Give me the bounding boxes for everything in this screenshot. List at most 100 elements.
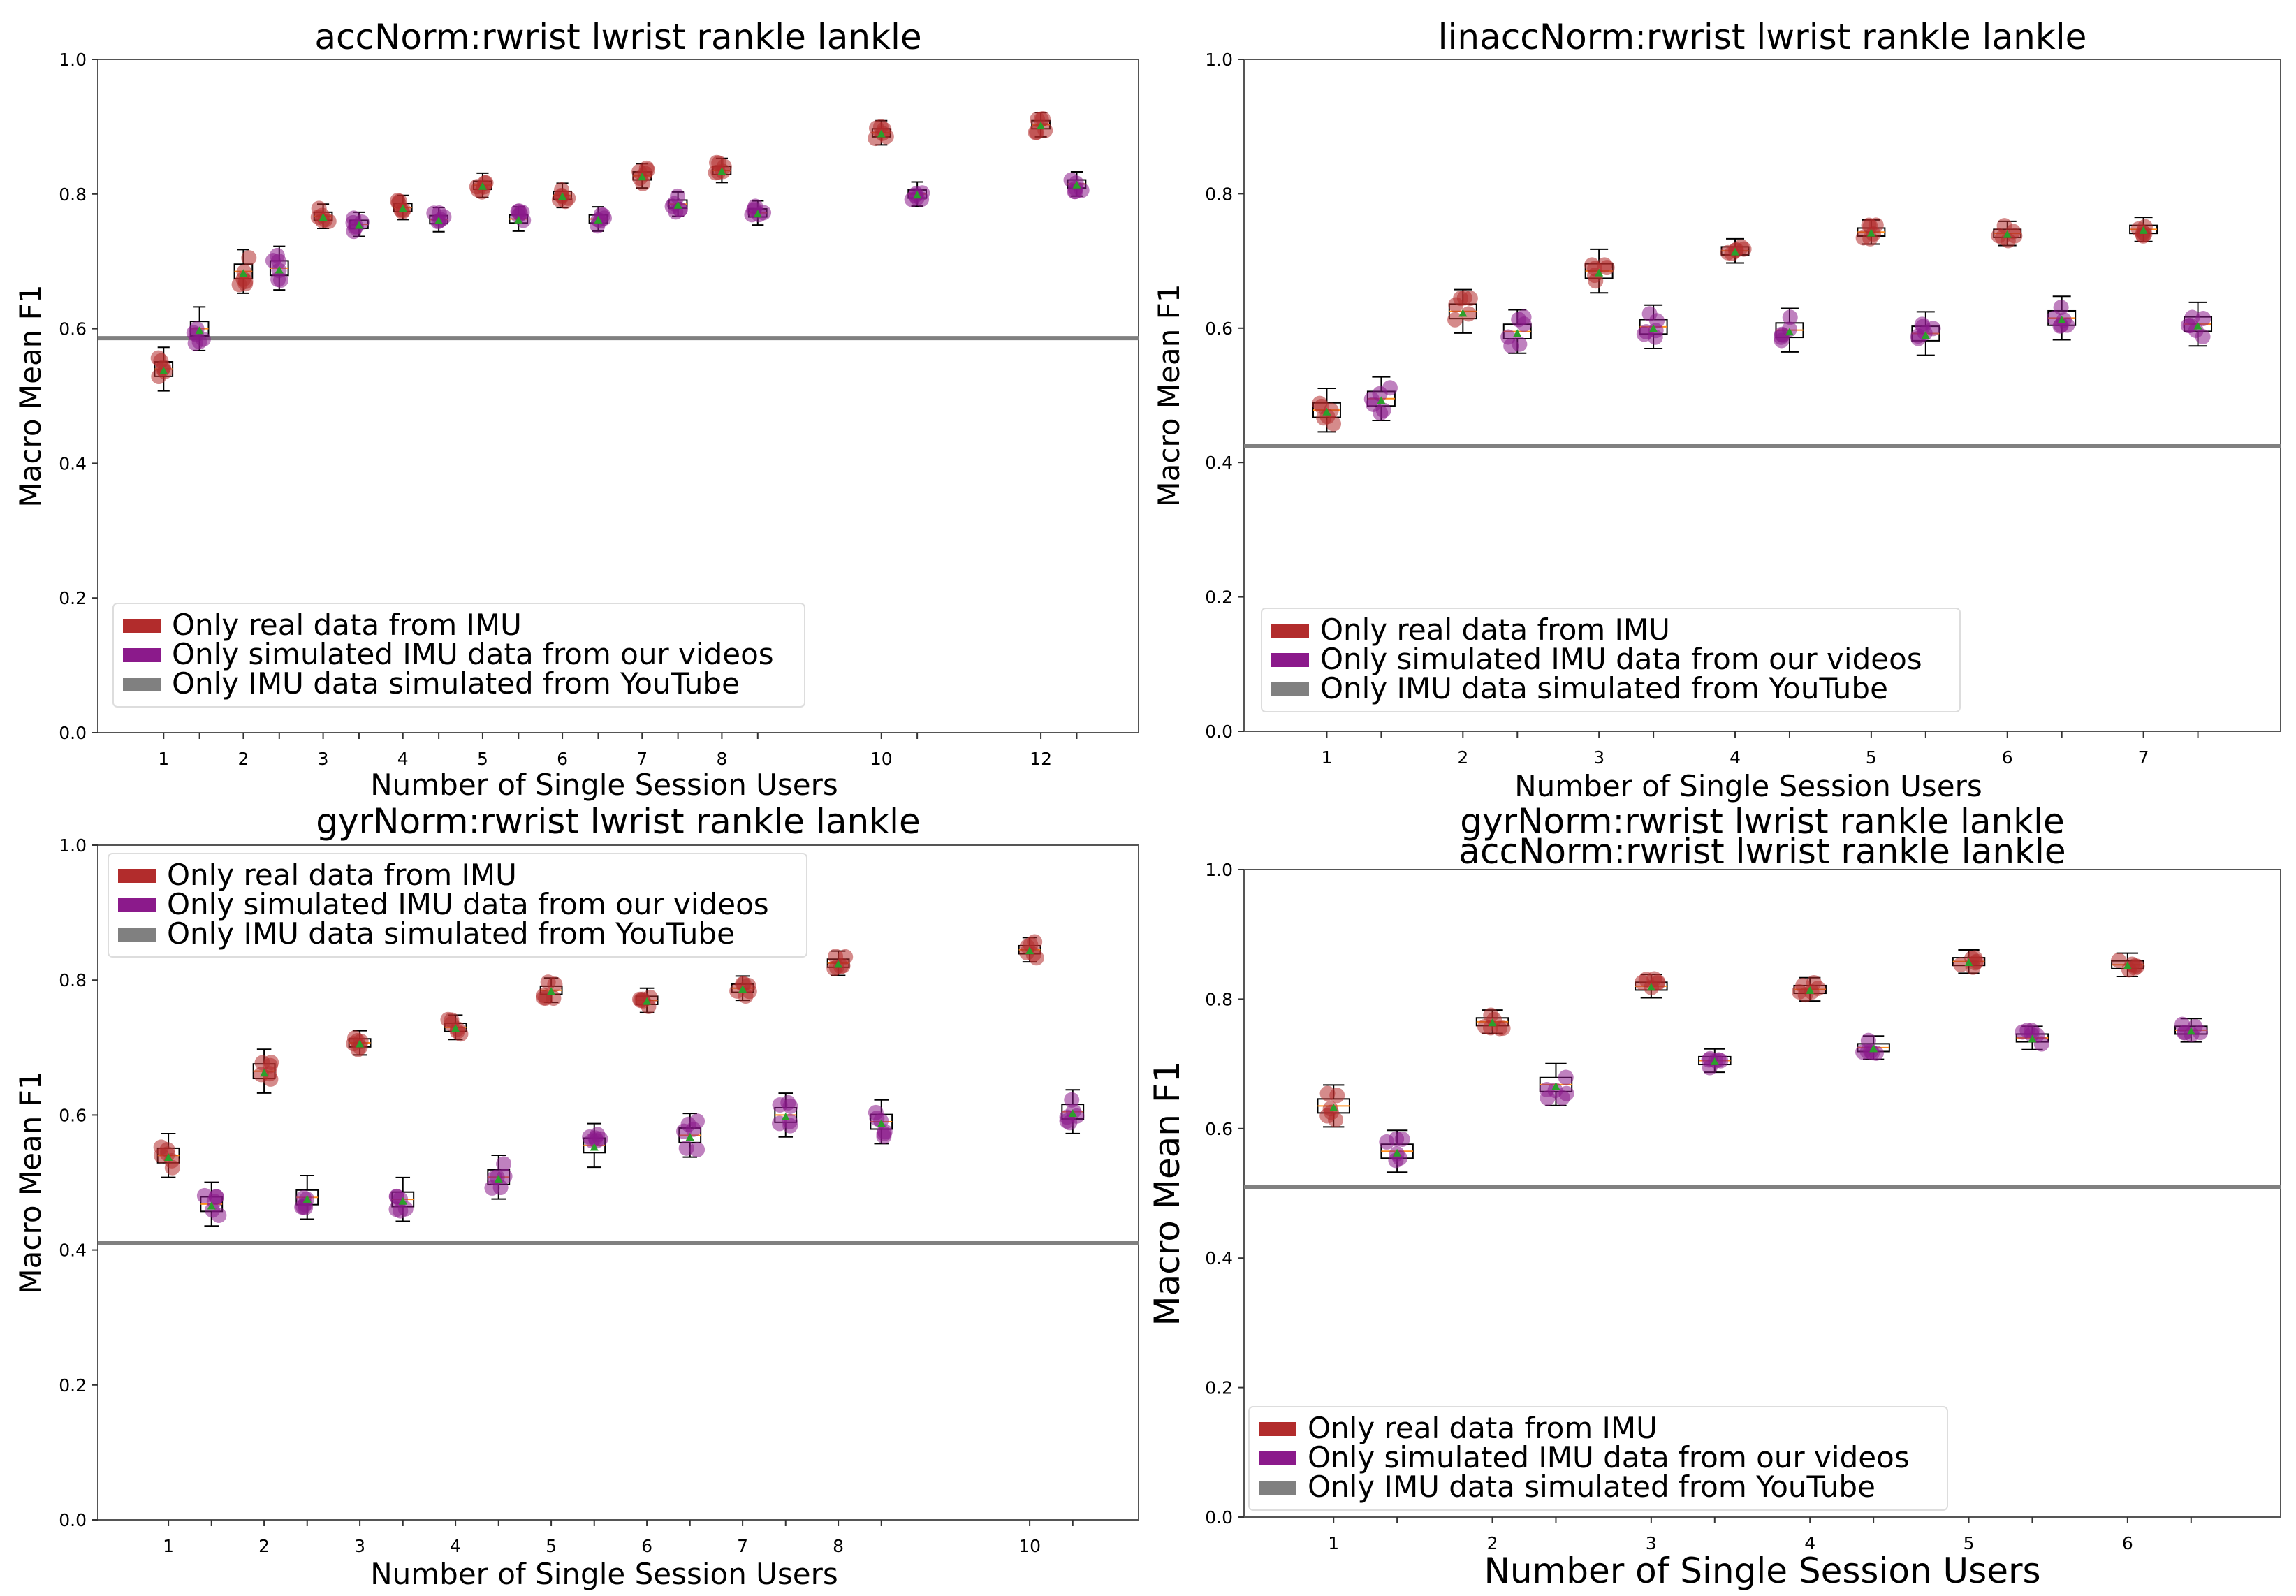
mean-marker xyxy=(1806,986,1815,994)
y-tick-label: 0.8 xyxy=(59,184,87,205)
data-point xyxy=(2180,318,2196,334)
data-point xyxy=(295,1189,312,1206)
real-box-8 xyxy=(826,949,854,976)
real-box-5 xyxy=(1952,949,1986,975)
data-point xyxy=(241,250,257,266)
real-box-2 xyxy=(252,1048,279,1094)
y-tick-label: 1.0 xyxy=(59,835,87,856)
sim-box-2 xyxy=(294,1174,319,1220)
real-box-8 xyxy=(708,154,732,184)
data-point xyxy=(1329,1088,1345,1104)
mean-marker xyxy=(1025,946,1034,955)
data-point xyxy=(678,1140,694,1156)
plot-frame xyxy=(97,59,1139,733)
y-tick-label: 0.2 xyxy=(1205,587,1233,608)
legend-box xyxy=(112,603,805,708)
mean-marker xyxy=(877,129,886,138)
data-point xyxy=(1461,306,1477,322)
legend-swatch-real xyxy=(118,869,156,883)
subplot-2: linaccNorm:rwrist lwrist rankle lankle 0.… xyxy=(1152,17,2281,803)
data-point xyxy=(1584,257,1600,273)
x-tick-label: 3 xyxy=(1593,747,1604,768)
data-point xyxy=(1782,309,1798,325)
sim-box-7 xyxy=(772,1092,798,1138)
y-axis-label: Macro Mean F1 xyxy=(1147,1061,1187,1326)
sim-box-6 xyxy=(2174,1016,2209,1043)
data-point xyxy=(164,1159,180,1176)
legend-label-sim: Only simulated IMU data from our videos xyxy=(172,637,774,671)
legend-swatch-real xyxy=(1271,624,1309,638)
sim-box-1 xyxy=(1363,376,1398,421)
mean-marker xyxy=(1866,228,1875,237)
mean-marker xyxy=(594,215,603,224)
real-box-2 xyxy=(231,249,257,294)
sim-box-8 xyxy=(868,1099,893,1145)
y-axis-label: Macro Mean F1 xyxy=(13,1071,47,1294)
data-point xyxy=(1646,971,1662,987)
mean-marker xyxy=(2186,1027,2195,1035)
data-point xyxy=(484,1180,500,1196)
data-point xyxy=(1447,312,1463,328)
mean-marker xyxy=(834,960,843,968)
data-point xyxy=(540,974,556,990)
y-tick-label: 1.0 xyxy=(1205,50,1233,70)
data-point xyxy=(496,1156,512,1172)
x-tick-label: 3 xyxy=(318,749,329,769)
mean-marker xyxy=(1068,1109,1077,1118)
sim-box-3 xyxy=(388,1176,415,1222)
mean-marker xyxy=(753,210,762,218)
data-point xyxy=(736,976,752,992)
sim-box-1 xyxy=(1379,1129,1414,1173)
mean-marker xyxy=(685,1132,694,1141)
mean-marker xyxy=(451,1024,460,1032)
mean-marker xyxy=(1513,329,1522,337)
x-tick-label: 10 xyxy=(870,749,893,769)
mean-marker xyxy=(673,200,682,209)
data-point xyxy=(2127,958,2143,974)
x-tick-label: 1 xyxy=(158,749,169,769)
sim-box-6 xyxy=(676,1113,705,1158)
x-tick-label: 5 xyxy=(1866,747,1877,768)
sim-box-2 xyxy=(265,245,289,291)
data-point xyxy=(1023,937,1039,953)
data-point xyxy=(153,353,169,369)
data-point xyxy=(1539,1082,1555,1098)
real-box-4 xyxy=(440,1011,469,1042)
x-tick-label: 12 xyxy=(1030,749,1052,769)
mean-marker xyxy=(717,167,726,175)
data-point xyxy=(1483,1007,1499,1023)
data-point xyxy=(1477,1018,1493,1034)
data-point xyxy=(1059,1113,1075,1129)
sim-box-5 xyxy=(2015,1023,2049,1052)
data-point xyxy=(1382,380,1398,396)
data-point xyxy=(1394,1131,1410,1147)
x-tick-label: 7 xyxy=(636,749,648,769)
legend-label-youtube: Only IMU data simulated from YouTube xyxy=(167,916,735,951)
legend-label-youtube: Only IMU data simulated from YouTube xyxy=(172,666,740,701)
mean-marker xyxy=(319,213,328,221)
sim-box-7 xyxy=(2180,301,2213,347)
data-point xyxy=(1860,1032,1876,1048)
mean-marker xyxy=(514,215,523,224)
mean-marker xyxy=(2028,1034,2037,1043)
y-tick-label: 0.6 xyxy=(59,1105,87,1125)
real-box-6 xyxy=(551,182,576,210)
legend-swatch-sim xyxy=(1271,653,1309,667)
x-tick-label: 1 xyxy=(1328,1533,1339,1553)
mean-marker xyxy=(275,265,284,274)
data-point xyxy=(269,247,285,263)
legend-label-real: Only real data from IMU xyxy=(1308,1411,1658,1445)
y-tick-label: 0.4 xyxy=(59,1240,87,1261)
x-tick-label: 2 xyxy=(1457,747,1468,768)
legend-swatch-real xyxy=(123,619,161,633)
plot-frame xyxy=(1243,869,2281,1518)
mean-marker xyxy=(1072,180,1081,189)
legend-label-real: Only real data from IMU xyxy=(1320,613,1670,647)
data-point xyxy=(1775,327,1791,343)
x-tick-label: 1 xyxy=(163,1536,174,1556)
sim-box-4 xyxy=(484,1154,513,1200)
sim-box-3 xyxy=(1636,304,1668,350)
legend-swatch-real xyxy=(1259,1422,1296,1436)
